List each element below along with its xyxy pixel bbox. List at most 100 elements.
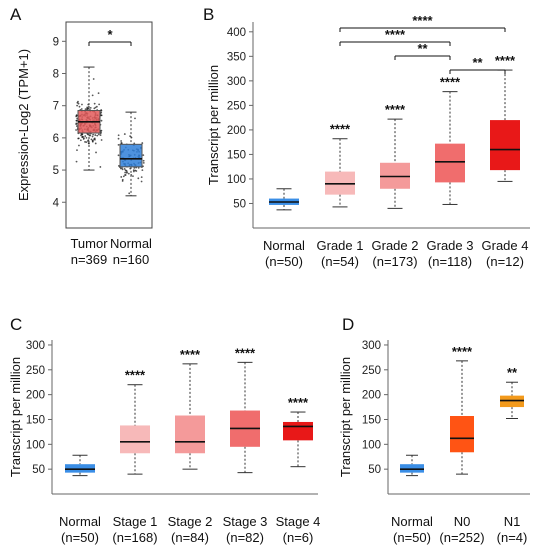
box-body <box>435 143 465 183</box>
data-point <box>117 134 120 137</box>
data-point <box>97 92 100 95</box>
comparison-bracket: ** <box>449 55 506 74</box>
box-n1: ** N1(n=4) <box>497 365 528 545</box>
x-tick-label: N0 <box>454 514 471 529</box>
data-point <box>93 107 96 110</box>
data-point <box>132 169 135 172</box>
box-n0: **** N0(n=252) <box>439 344 484 545</box>
significance-label: **** <box>125 368 146 383</box>
box-stage-4: **** Stage 4(n=6) <box>276 395 321 545</box>
plot-frame <box>65 21 153 229</box>
sample-size-label: (n=84) <box>171 530 209 545</box>
x-tick-label: Grade 4 <box>482 238 529 253</box>
box-normal: Normal(n=50) <box>391 454 433 545</box>
data-point <box>78 144 80 147</box>
sample-size-label: (n=173) <box>372 254 417 269</box>
box-stage-3: **** Stage 3(n=82) <box>223 345 268 545</box>
data-point <box>87 139 90 142</box>
data-point <box>117 137 120 140</box>
data-point <box>84 141 86 143</box>
box-body <box>490 120 520 171</box>
significance-label: **** <box>385 102 406 117</box>
x-tick-label: Tumor <box>70 236 108 251</box>
x-tick-label: Stage 1 <box>113 514 158 529</box>
data-point <box>123 133 126 135</box>
box-body <box>120 425 150 454</box>
bracket-significance: ** <box>417 41 428 56</box>
data-point <box>140 180 143 183</box>
data-point <box>82 138 85 140</box>
sample-size-label: (n=50) <box>61 530 99 545</box>
y-tick-label: 200 <box>362 390 381 402</box>
data-point <box>75 123 78 126</box>
y-tick-label: 400 <box>227 27 246 39</box>
data-point <box>132 175 134 178</box>
data-point <box>95 151 97 154</box>
data-point <box>93 102 96 105</box>
data-point <box>75 119 78 122</box>
data-point <box>127 172 130 175</box>
data-point <box>80 108 83 110</box>
box-grade-1: **** Grade 1(n=54) <box>317 122 364 269</box>
jitter-points <box>75 78 145 195</box>
data-point <box>81 133 84 136</box>
data-point <box>120 176 123 178</box>
data-point <box>85 141 88 143</box>
data-point <box>84 135 87 137</box>
data-point <box>141 142 144 144</box>
x-tick-label: Normal <box>263 238 305 253</box>
sample-size-label: (n=12) <box>486 254 524 269</box>
data-point <box>134 117 136 120</box>
data-point <box>91 135 94 138</box>
panel-letter: D <box>342 315 354 334</box>
y-tick-label: 300 <box>227 76 246 88</box>
y-tick-label: 250 <box>227 100 246 112</box>
data-point <box>78 105 81 108</box>
sample-size-label: (n=54) <box>321 254 359 269</box>
data-point <box>85 137 88 139</box>
x-tick-label: Normal <box>110 236 152 251</box>
data-point <box>98 103 101 106</box>
data-point <box>133 167 136 169</box>
data-point <box>100 129 103 132</box>
data-point <box>75 115 78 118</box>
data-point <box>92 133 95 136</box>
panel-a: A 4 5 6 7 8 9 Expression-Log2 (TPM+1) Tumorn=369… <box>10 5 153 267</box>
data-point <box>122 175 125 178</box>
y-tick-label: 100 <box>26 439 45 451</box>
data-point <box>80 134 82 137</box>
sample-size-label: (n=4) <box>497 530 528 545</box>
data-point <box>142 154 145 157</box>
significance-label: **** <box>288 395 309 410</box>
comparison-bracket: * <box>88 27 132 46</box>
significance-label: **** <box>180 347 201 362</box>
data-point <box>128 192 131 195</box>
data-point <box>121 167 123 169</box>
y-axis-title: Transcript per million <box>338 357 353 477</box>
x-tick-label: Stage 3 <box>223 514 268 529</box>
significance-label: **** <box>440 75 461 90</box>
x-tick-label: N1 <box>504 514 521 529</box>
y-tick-label: 300 <box>26 340 45 352</box>
box-grade-2: **** Grade 2(n=173) <box>372 102 419 269</box>
data-point <box>79 139 82 142</box>
sample-size-label: n=369 <box>71 252 108 267</box>
data-point <box>75 129 77 131</box>
data-point <box>96 134 99 137</box>
bracket-significance: **** <box>412 13 433 28</box>
y-tick-label: 50 <box>32 464 45 476</box>
data-point <box>134 169 137 172</box>
x-tick-label: Grade 2 <box>372 238 419 253</box>
comparison-bracket: **** <box>339 13 506 32</box>
y-tick-label: 250 <box>26 365 45 377</box>
bracket-significance: **** <box>385 27 406 42</box>
data-point <box>86 106 89 109</box>
data-point <box>99 134 102 137</box>
x-tick-label: Normal <box>59 514 101 529</box>
data-point <box>117 143 120 146</box>
panel-letter: A <box>10 5 22 24</box>
y-tick-label: 200 <box>26 390 45 402</box>
